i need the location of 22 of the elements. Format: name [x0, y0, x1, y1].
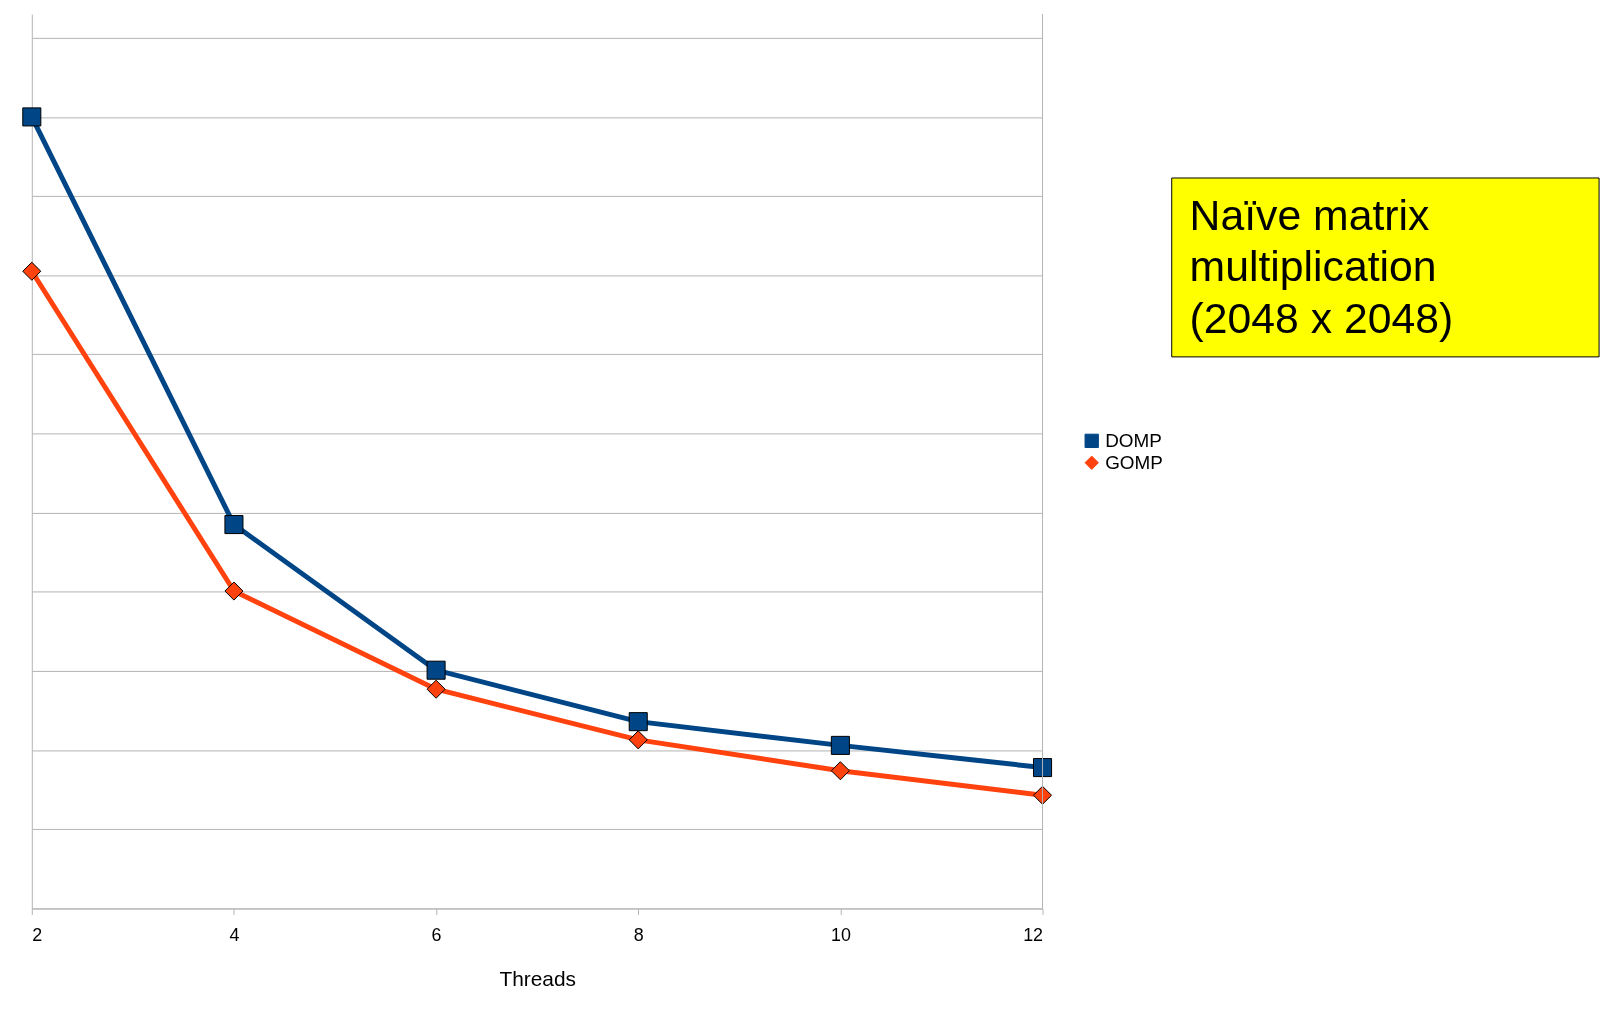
point	[830, 735, 850, 755]
point	[1033, 758, 1053, 778]
x-tick-label: 8	[633, 924, 644, 945]
legend-label: DOMP	[1105, 429, 1162, 451]
point	[628, 712, 648, 732]
point	[224, 581, 244, 601]
point	[830, 761, 850, 781]
point	[426, 660, 446, 680]
point	[426, 679, 446, 699]
x-tick-label: 4	[229, 924, 240, 945]
x-tick-label: 6	[431, 924, 442, 945]
point	[1033, 785, 1053, 805]
text: Naïve matrix multiplication (2048 x 2048)	[1189, 190, 1454, 343]
legend-label: GOMP	[1105, 451, 1163, 473]
point	[224, 515, 244, 535]
x-tick-label: 2	[32, 924, 43, 945]
point	[22, 261, 42, 281]
x-axis-title: Threads	[499, 967, 576, 991]
point	[22, 107, 42, 127]
point	[628, 730, 648, 750]
x-tick-label: 10	[830, 924, 851, 945]
x-tick-label: 12	[1023, 924, 1044, 945]
